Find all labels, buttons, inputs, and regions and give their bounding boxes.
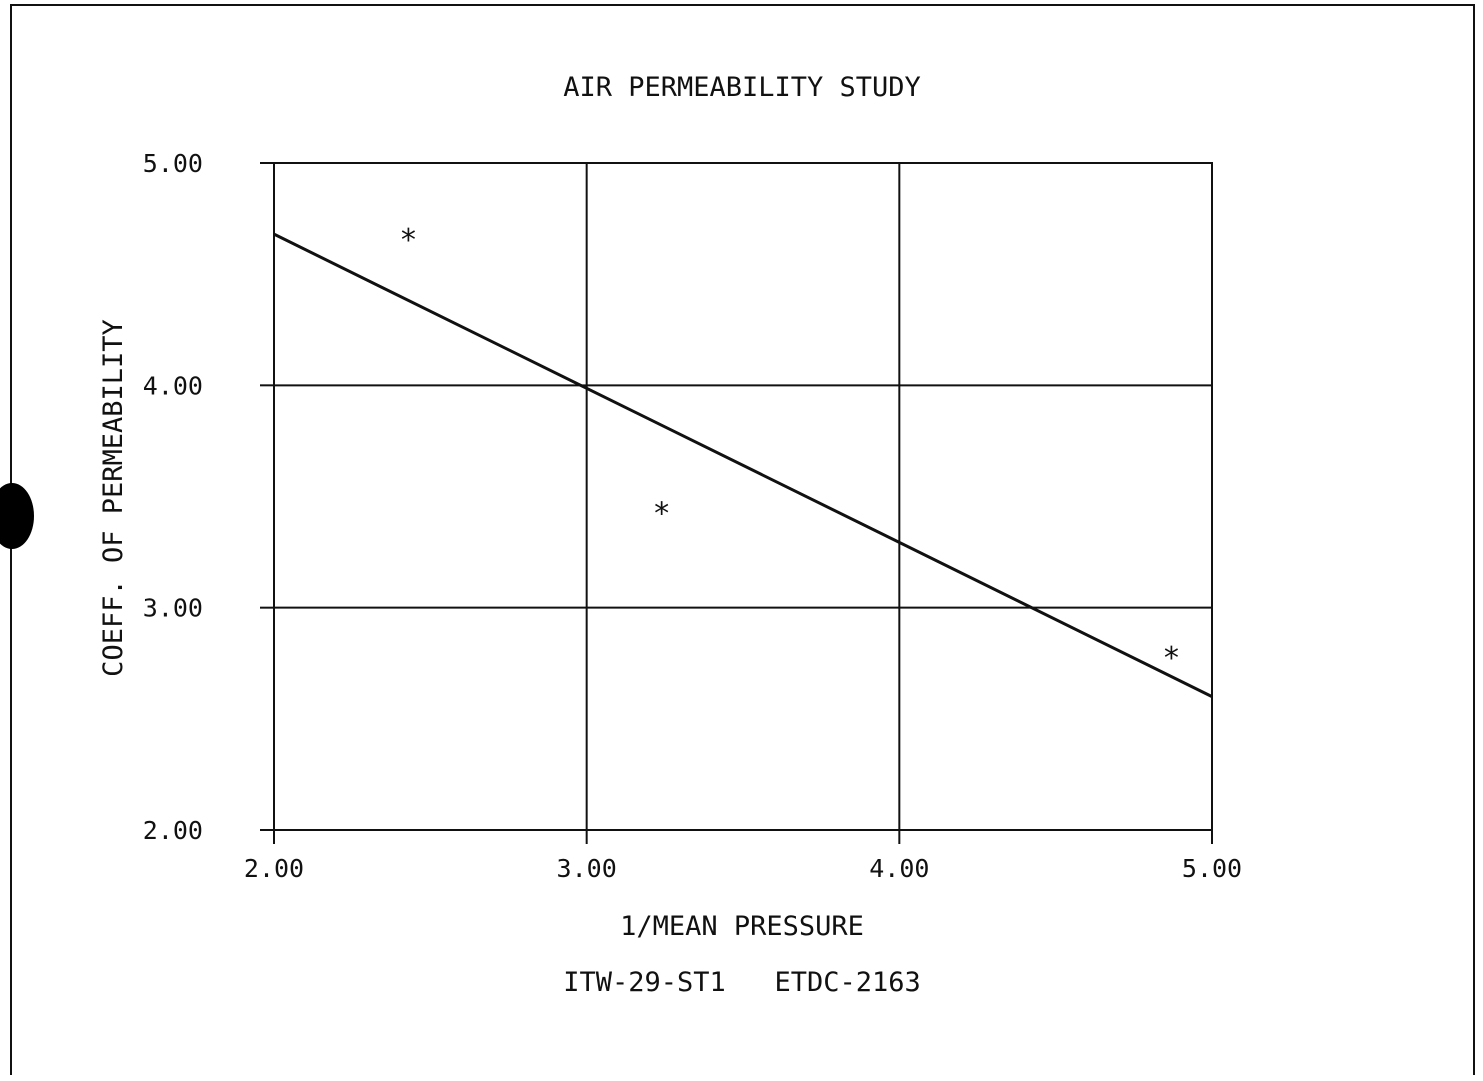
x-axis-label: 1/MEAN PRESSURE (620, 911, 864, 942)
y-axis-label: COEFF. OF PERMEABILITY (98, 319, 129, 677)
x-tick-labels: 2.00 3.00 4.00 5.00 (244, 854, 1242, 883)
y-tick-label: 2.00 (143, 816, 203, 845)
y-tick-label: 3.00 (143, 594, 203, 623)
x-tick-label: 3.00 (557, 854, 617, 883)
x-tick-label: 5.00 (1182, 854, 1242, 883)
x-tick-label: 2.00 (244, 854, 304, 883)
plot-area-border (273, 162, 1213, 831)
fit-line-layer (273, 232, 1213, 698)
x-tick-label: 4.00 (869, 854, 929, 883)
data-point: * (653, 497, 671, 532)
axes (260, 162, 1213, 844)
grid (274, 163, 1212, 830)
data-point: * (1162, 641, 1180, 676)
chart-frame (0, 4, 1475, 1075)
chart-caption: ITW-29-ST1 ETDC-2163 (563, 967, 921, 998)
fit-line (273, 232, 1213, 698)
y-tick-label: 5.00 (143, 149, 203, 178)
y-tick-label: 4.00 (143, 371, 203, 400)
data-points: * * * (399, 223, 1180, 676)
y-tick-labels: 2.00 3.00 4.00 5.00 (143, 149, 203, 845)
punch-hole (0, 483, 34, 549)
data-point: * (399, 223, 417, 258)
chart-title: AIR PERMEABILITY STUDY (563, 72, 921, 103)
